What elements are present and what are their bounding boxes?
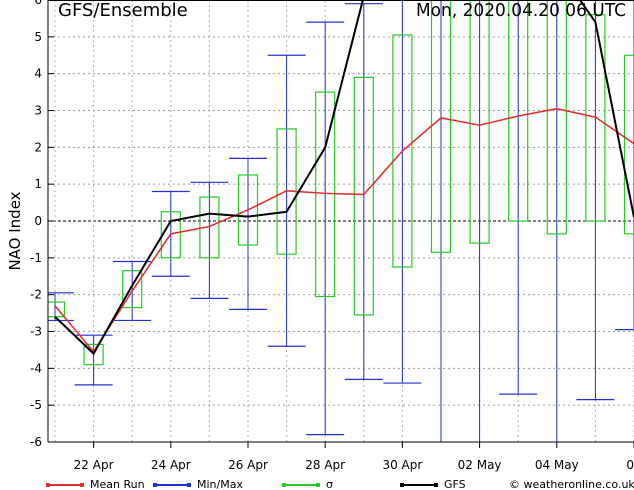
- x-tick-label: 06: [626, 458, 634, 472]
- x-tick-label: 04 May: [535, 458, 579, 472]
- sigma-box: [430, 0, 452, 253]
- legend-sigma-marker: [316, 483, 320, 487]
- grid-lines: [48, 0, 634, 442]
- legend-mean-run-marker: [46, 483, 50, 487]
- sigma-box: [508, 0, 529, 222]
- y-tick-label: 6: [34, 0, 42, 7]
- legend-sigma-label: σ: [326, 478, 333, 490]
- y-tick-label: 3: [34, 104, 42, 118]
- legend-sigma-marker: [282, 483, 286, 487]
- gfs-line: [54, 0, 634, 356]
- data-marks: [48, 0, 634, 442]
- mean-run-line: [54, 107, 634, 354]
- sigma-box: [546, 0, 567, 235]
- sigma-box: [392, 34, 413, 268]
- y-tick-label: 4: [34, 67, 42, 81]
- x-tick-label: 26 Apr: [228, 458, 268, 472]
- sigma-box: [237, 174, 259, 246]
- legend-mean-run-label: Mean Run: [90, 478, 145, 490]
- x-tick-labels: 22 Apr 24 Apr 26 Apr 28 Apr 30 Apr 02 May 04 M…: [74, 458, 634, 472]
- sigma-box: [585, 14, 606, 222]
- credit-text: © weatheronline.co.uk: [509, 478, 634, 490]
- sigma-box: [122, 270, 143, 309]
- sigma-box: [469, 0, 490, 244]
- legend-gfs-label: GFS: [444, 478, 466, 490]
- sigma-box: [199, 196, 220, 259]
- y-tick-label: 0: [34, 214, 42, 228]
- run-label: Mon, 2020.04.20 06 UTC: [416, 0, 626, 21]
- sigma-box: [83, 343, 104, 366]
- y-tick-label: -5: [30, 398, 42, 412]
- y-axis-label: NAO Index: [6, 191, 24, 270]
- sigma-box: [623, 54, 634, 235]
- y-tick-label: -2: [30, 288, 42, 302]
- y-tick-label: 1: [34, 177, 42, 191]
- x-tick-label: 30 Apr: [382, 458, 422, 472]
- legend-gfs-marker: [400, 483, 404, 487]
- y-tick-labels: -6 -5 -4 -3 -2 -1 0 1 2 3 4 5 6: [30, 0, 42, 449]
- series-lines: [54, 0, 634, 356]
- x-tick-label: 22 Apr: [74, 458, 114, 472]
- x-tick-label: 24 Apr: [151, 458, 191, 472]
- legend: Mean Run Min/Max σ GFS: [46, 478, 466, 490]
- y-tick-label: 2: [34, 140, 42, 154]
- legend-min-max-marker: [187, 483, 191, 487]
- y-tick-label: -1: [30, 251, 42, 265]
- y-tick-label: 5: [34, 30, 42, 44]
- chart-title: GFS/Ensemble: [58, 0, 188, 21]
- legend-min-max-label: Min/Max: [197, 478, 243, 490]
- x-tick-label: 28 Apr: [305, 458, 345, 472]
- legend-gfs-marker: [434, 483, 438, 487]
- legend-min-max-marker: [153, 483, 157, 487]
- y-tick-label: -6: [30, 435, 42, 449]
- x-tick-label: 02 May: [458, 458, 502, 472]
- axes: [47, 0, 634, 448]
- legend-mean-run-marker: [80, 483, 84, 487]
- y-tick-label: -3: [30, 325, 42, 339]
- sigma-box: [160, 211, 181, 259]
- y-tick-label: -4: [30, 361, 42, 375]
- sigma-box: [353, 76, 374, 316]
